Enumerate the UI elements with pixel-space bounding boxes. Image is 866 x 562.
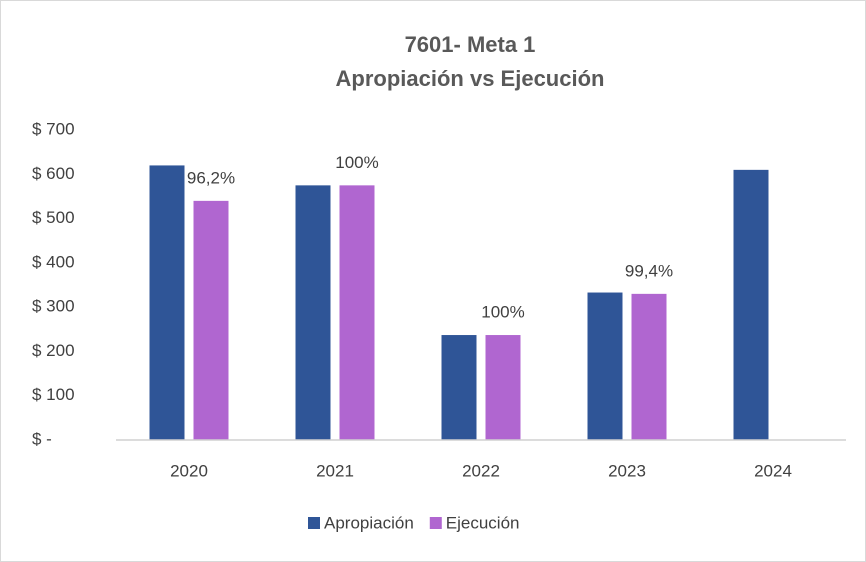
legend-swatch <box>429 517 442 529</box>
annotation: 100% <box>335 153 378 172</box>
y-tick-label: $ 500 <box>32 208 75 227</box>
y-tick-label: $ 700 <box>32 119 75 138</box>
x-tick-label: 2023 <box>608 461 646 480</box>
x-tick-label: 2021 <box>316 461 354 480</box>
bar <box>295 185 331 440</box>
annotation: 99,4% <box>625 261 673 280</box>
bar <box>631 293 667 440</box>
bar <box>339 185 375 440</box>
y-tick-label: $ 200 <box>32 341 75 360</box>
bar <box>733 169 769 440</box>
annotation: 96,2% <box>187 168 235 187</box>
bar <box>485 335 521 440</box>
bar <box>193 200 229 440</box>
x-tick-label: 2020 <box>170 461 208 480</box>
chart-subtitle: Apropiación vs Ejecución <box>336 66 605 91</box>
x-tick-label: 2024 <box>754 461 792 480</box>
y-tick-label: $ 600 <box>32 164 75 183</box>
y-tick-label: $ - <box>32 429 52 448</box>
legend-label: Apropiación <box>324 513 414 532</box>
bar <box>587 292 623 440</box>
y-tick-label: $ 100 <box>32 385 75 404</box>
annotation: 100% <box>481 303 524 322</box>
bar <box>149 165 185 440</box>
y-tick-label: $ 400 <box>32 252 75 271</box>
legend-label: Ejecución <box>446 513 520 532</box>
legend-swatch <box>308 517 320 529</box>
bar <box>441 335 477 440</box>
chart-title: 7601- Meta 1 <box>405 32 536 57</box>
y-tick-label: $ 300 <box>32 297 75 316</box>
x-tick-label: 2022 <box>462 461 500 480</box>
